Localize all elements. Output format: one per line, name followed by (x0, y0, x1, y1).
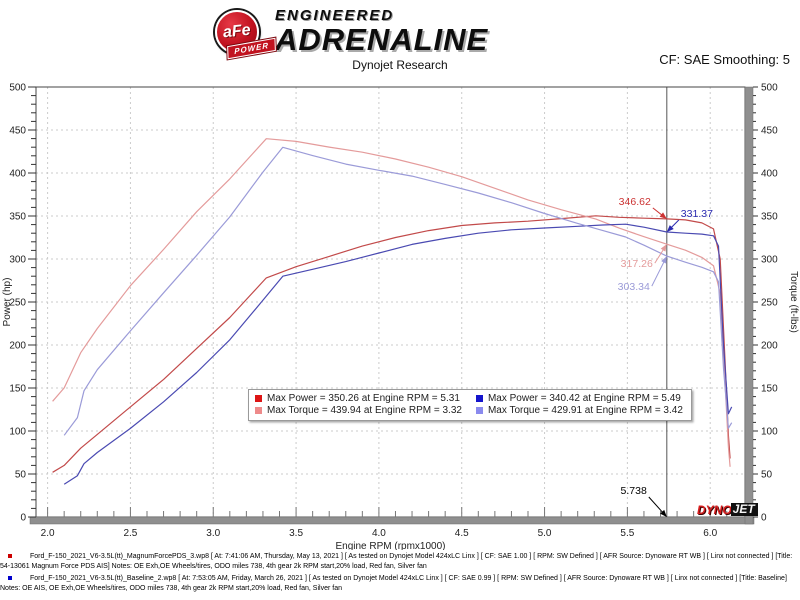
annotation-arrowhead (666, 225, 674, 233)
legend-label: Max Torque = 439.94 at Engine RPM = 3.32 (267, 405, 462, 416)
y-left-tick-label: 50 (15, 470, 27, 481)
annotation-label: 331.37 (681, 208, 713, 220)
annotation-arrow (652, 207, 664, 217)
x-tick-label: 2.0 (41, 528, 55, 539)
dynojet-logo: DYNO JET (697, 503, 758, 516)
x-tick-label: 5.0 (538, 528, 552, 539)
run-info-footer: Ford_F-150_2021_V6-3.5L(tt)_MagnumForceP… (0, 552, 798, 596)
curve-torque-magnumforce (52, 138, 731, 467)
x-axis-bar (29, 516, 755, 525)
x-tick-label: 3.0 (206, 528, 220, 539)
dynojet-logo-jet: JET (730, 503, 758, 516)
run-marker-icon (8, 576, 12, 580)
y-right-tick-label: 150 (761, 384, 778, 395)
legend-entry: Max Torque = 439.94 at Engine RPM = 3.32 (255, 405, 462, 416)
dyno-chart: 0 50 100 150 200 250 300 350 400 450 500 0 50 100 150 2… (0, 75, 800, 551)
chart-legend: Max Power = 350.26 at Engine RPM = 5.31 M… (248, 389, 692, 421)
legend-swatch-icon (255, 407, 262, 414)
y-axis-left-title: Power (hp) (2, 278, 13, 327)
y-right-tick-label: 450 (761, 126, 778, 137)
curve-power-baseline (63, 223, 733, 485)
x-tick-label: 3.5 (289, 528, 303, 539)
y-right-tick-label: 300 (761, 255, 778, 266)
brand-line-engineered: ENGINEERED (275, 7, 395, 24)
y-left-tick-label: 350 (9, 212, 26, 223)
y-right-tick-label: 200 (761, 341, 778, 352)
x-axis-title: Engine RPM (rpmx1000) (335, 541, 445, 550)
legend-entry: Max Torque = 429.91 at Engine RPM = 3.42 (475, 405, 683, 416)
legend-swatch-icon (475, 395, 483, 402)
y-right-tick-label: 100 (761, 427, 778, 438)
curve-torque-baseline (63, 146, 733, 436)
annotation-label: 303.34 (618, 281, 650, 293)
afe-brand-logo: aFe POWER ENGINEERED ADRENALINE (213, 8, 488, 60)
dynojet-logo-dyno: DYNO (697, 502, 732, 517)
x-tick-label: 4.5 (455, 528, 469, 539)
y-axis-right-bar (744, 86, 754, 525)
x-tick-label: 5.5 (620, 528, 634, 539)
y-left-tick-label: 400 (9, 169, 26, 180)
legend-swatch-icon (475, 407, 483, 414)
x-tick-label: 4.0 (372, 528, 386, 539)
annotation-arrow (648, 496, 664, 514)
run-info-line: Ford_F-150_2021_V6-3.5L(tt)_Baseline_2.w… (0, 574, 798, 593)
annotation-arrowhead (660, 244, 667, 252)
chart-canvas: 0 50 100 150 200 250 300 350 400 450 500 0 50 100 150 2… (2, 83, 799, 551)
x-tick-label: 6.0 (703, 528, 717, 539)
legend-label: Max Power = 340.42 at Engine RPM = 5.49 (487, 393, 681, 404)
x-tick-label: 2.5 (123, 528, 137, 539)
chart-subtitle: Dynojet Research (352, 58, 448, 72)
y-left-tick-label: 150 (9, 384, 26, 395)
annotation-label: 5.738 (621, 485, 647, 497)
y-right-tick-label: 50 (761, 470, 773, 481)
legend-label: Max Torque = 429.91 at Engine RPM = 3.42 (487, 405, 683, 416)
afe-badge: aFe POWER (213, 8, 277, 60)
annotation-label: 346.62 (619, 196, 651, 208)
y-right-tick-label: 250 (761, 298, 778, 309)
run-marker-icon (8, 554, 12, 558)
annotation-arrowhead (661, 256, 667, 264)
y-left-tick-label: 300 (9, 255, 26, 266)
y-right-tick-label: 400 (761, 169, 778, 180)
curve-power-magnumforce (52, 215, 731, 473)
annotation-arrowhead (660, 509, 667, 517)
y-right-tick-label: 0 (761, 513, 767, 524)
y-left-tick-label: 450 (9, 126, 26, 137)
y-axis-right-title: Torque (ft-lbs) (788, 271, 799, 333)
brand-line-adrenaline: ADRENALINE (275, 22, 489, 57)
y-left-tick-label: 250 (9, 298, 26, 309)
y-right-tick-label: 500 (761, 83, 778, 94)
y-left-tick-label: 0 (20, 513, 26, 524)
run-info-text: Ford_F-150_2021_V6-3.5L(tt)_MagnumForceP… (0, 553, 793, 570)
annotation-label: 317.26 (621, 258, 653, 270)
annotation-arrow (654, 248, 665, 264)
y-right-tick-label: 350 (761, 212, 778, 223)
header: aFe POWER ENGINEERED ADRENALINE Dynojet … (0, 0, 800, 75)
legend-entry: Max Power = 350.26 at Engine RPM = 5.31 (255, 393, 462, 404)
brand-text: ENGINEERED ADRENALINE (275, 8, 488, 55)
afe-badge-text: aFe (222, 21, 252, 42)
annotation-arrowhead (659, 212, 667, 219)
run-info-text: Ford_F-150_2021_V6-3.5L(tt)_Baseline_2.w… (0, 575, 787, 592)
y-left-tick-label: 200 (9, 341, 26, 352)
y-left-tick-label: 100 (9, 427, 26, 438)
annotation-arrow (651, 260, 666, 287)
legend-swatch-icon (255, 395, 262, 402)
legend-label: Max Power = 350.26 at Engine RPM = 5.31 (267, 393, 460, 404)
run-info-line: Ford_F-150_2021_V6-3.5L(tt)_MagnumForceP… (0, 552, 798, 571)
legend-entry: Max Power = 340.42 at Engine RPM = 5.49 (475, 393, 683, 404)
cf-smoothing-label: CF: SAE Smoothing: 5 (659, 52, 790, 67)
y-left-tick-label: 500 (9, 83, 26, 94)
